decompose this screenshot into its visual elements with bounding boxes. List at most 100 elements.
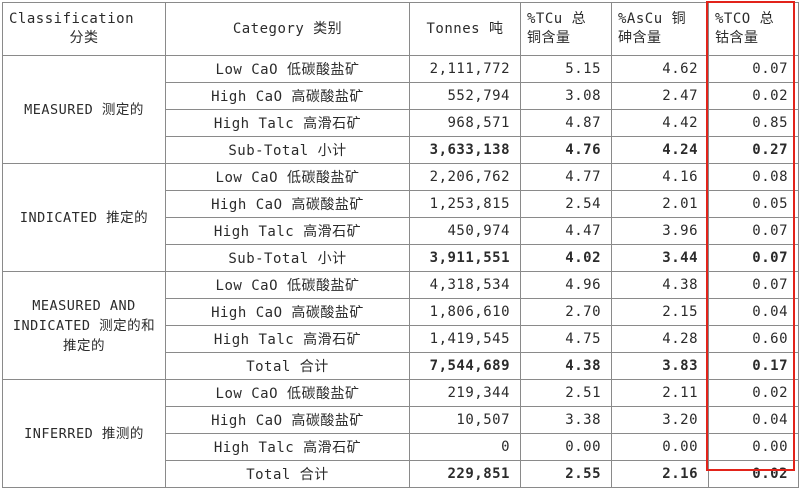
tonnes-cell: 2,206,762	[409, 163, 521, 191]
ascu-cell: 3.96	[611, 217, 709, 245]
category-cell: High Talc 高滑石矿	[165, 433, 410, 461]
tcu-cell: 3.38	[520, 406, 612, 434]
header-ascu-line1: %AsCu 铜	[618, 11, 687, 27]
tco-cell: 0.05	[708, 190, 799, 218]
header-classification-zh: 分类	[69, 30, 99, 46]
header-ascu: %AsCu 铜 砷含量	[611, 2, 709, 56]
classification-cell: MEASURED AND INDICATED 测定的和推定的	[2, 271, 166, 380]
tonnes-cell: 1,806,610	[409, 298, 521, 326]
category-cell: High Talc 高滑石矿	[165, 217, 410, 245]
tonnes-cell: 450,974	[409, 217, 521, 245]
ascu-cell: 4.42	[611, 109, 709, 137]
tcu-cell: 4.75	[520, 325, 612, 353]
tco-cell: 0.07	[708, 244, 799, 272]
ascu-cell: 4.62	[611, 55, 709, 83]
table-row: High Talc 高滑石矿 0 0.00 0.00 0.00	[3, 433, 799, 461]
tcu-cell: 4.47	[520, 217, 612, 245]
tco-cell: 0.02	[708, 460, 799, 488]
category-cell: Low CaO 低碳酸盐矿	[165, 271, 410, 299]
tcu-cell: 0.00	[520, 433, 612, 461]
category-cell: High CaO 高碳酸盐矿	[165, 190, 410, 218]
tco-cell: 0.04	[708, 406, 799, 434]
tcu-cell: 4.02	[520, 244, 612, 272]
table-body: MEASURED 测定的 Low CaO 低碳酸盐矿 2,111,772 5.15 4.…	[2, 55, 799, 488]
tonnes-cell: 1,419,545	[409, 325, 521, 353]
tonnes-cell: 3,633,138	[409, 136, 521, 164]
ascu-cell: 2.47	[611, 82, 709, 110]
tco-cell: 0.27	[708, 136, 799, 164]
tcu-cell: 2.55	[520, 460, 612, 488]
header-tco-line1: %TCO 总	[715, 11, 775, 27]
tonnes-cell: 7,544,689	[409, 352, 521, 380]
tonnes-cell: 4,318,534	[409, 271, 521, 299]
tonnes-cell: 552,794	[409, 82, 521, 110]
header-tco: %TCO 总 钴含量	[708, 2, 799, 56]
table-row: High CaO 高碳酸盐矿 10,507 3.38 3.20 0.04	[3, 406, 799, 434]
ascu-cell: 4.24	[611, 136, 709, 164]
tco-cell: 0.60	[708, 325, 799, 353]
header-tcu-line2: 铜含量	[527, 30, 571, 46]
tco-cell: 0.02	[708, 82, 799, 110]
ascu-cell: 4.38	[611, 271, 709, 299]
tonnes-cell: 3,911,551	[409, 244, 521, 272]
tcu-cell: 2.51	[520, 379, 612, 407]
tonnes-cell: 1,253,815	[409, 190, 521, 218]
header-tco-line2: 钴含量	[715, 30, 759, 46]
ascu-cell: 3.83	[611, 352, 709, 380]
table-row: High Talc 高滑石矿 968,571 4.87 4.42 0.85	[3, 109, 799, 137]
header-classification: Classification 分类	[2, 2, 166, 56]
classification-cell: INFERRED 推测的	[2, 379, 166, 488]
tonnes-cell: 0	[409, 433, 521, 461]
tcu-cell: 4.87	[520, 109, 612, 137]
tco-cell: 0.08	[708, 163, 799, 191]
header-ascu-line2: 砷含量	[618, 30, 662, 46]
category-cell: High Talc 高滑石矿	[165, 109, 410, 137]
tonnes-cell: 10,507	[409, 406, 521, 434]
ascu-cell: 4.16	[611, 163, 709, 191]
tcu-cell: 4.96	[520, 271, 612, 299]
tonnes-cell: 968,571	[409, 109, 521, 137]
ascu-cell: 2.01	[611, 190, 709, 218]
ascu-cell: 0.00	[611, 433, 709, 461]
classification-cell: MEASURED 测定的	[2, 55, 166, 164]
tco-cell: 0.00	[708, 433, 799, 461]
tco-cell: 0.02	[708, 379, 799, 407]
tonnes-cell: 219,344	[409, 379, 521, 407]
total-row: Sub-Total 小计 3,911,551 4.02 3.44 0.07	[3, 244, 799, 272]
category-cell: High CaO 高碳酸盐矿	[165, 406, 410, 434]
category-cell: High CaO 高碳酸盐矿	[165, 298, 410, 326]
table-row: MEASURED 测定的 Low CaO 低碳酸盐矿 2,111,772 5.15 4.…	[2, 55, 799, 164]
header-row: Classification 分类 Category 类别 Tonnes 吨 %…	[2, 2, 799, 56]
category-cell: Low CaO 低碳酸盐矿	[165, 163, 410, 191]
category-cell: Sub-Total 小计	[165, 244, 410, 272]
header-classification-en: Classification	[9, 11, 135, 27]
category-cell: High Talc 高滑石矿	[165, 325, 410, 353]
header-category: Category 类别	[165, 2, 410, 56]
classification-cell: INDICATED 推定的	[2, 163, 166, 272]
category-cell: Sub-Total 小计	[165, 136, 410, 164]
ascu-cell: 3.20	[611, 406, 709, 434]
category-cell: Total 合计	[165, 352, 410, 380]
tcu-cell: 3.08	[520, 82, 612, 110]
table-row: INFERRED 推测的 Low CaO 低碳酸盐矿 219,344 2.51 2.11…	[2, 379, 799, 488]
header-tonnes: Tonnes 吨	[409, 2, 521, 56]
tco-cell: 0.04	[708, 298, 799, 326]
total-row: Sub-Total 小计 3,633,138 4.76 4.24 0.27	[3, 136, 799, 164]
tcu-cell: 2.70	[520, 298, 612, 326]
table-row: High CaO 高碳酸盐矿 1,253,815 2.54 2.01 0.05	[3, 190, 799, 218]
table-row: MEASURED AND INDICATED 测定的和推定的 Low CaO 低碳…	[2, 271, 799, 380]
ascu-cell: 2.15	[611, 298, 709, 326]
tcu-cell: 4.38	[520, 352, 612, 380]
tcu-cell: 4.76	[520, 136, 612, 164]
ascu-cell: 3.44	[611, 244, 709, 272]
table-row: High CaO 高碳酸盐矿 552,794 3.08 2.47 0.02	[3, 82, 799, 110]
category-cell: Low CaO 低碳酸盐矿	[165, 379, 410, 407]
ascu-cell: 2.16	[611, 460, 709, 488]
tonnes-cell: 229,851	[409, 460, 521, 488]
tco-cell: 0.07	[708, 271, 799, 299]
tco-cell: 0.17	[708, 352, 799, 380]
tcu-cell: 4.77	[520, 163, 612, 191]
total-row: Total 合计 7,544,689 4.38 3.83 0.17	[3, 352, 799, 380]
ascu-cell: 4.28	[611, 325, 709, 353]
